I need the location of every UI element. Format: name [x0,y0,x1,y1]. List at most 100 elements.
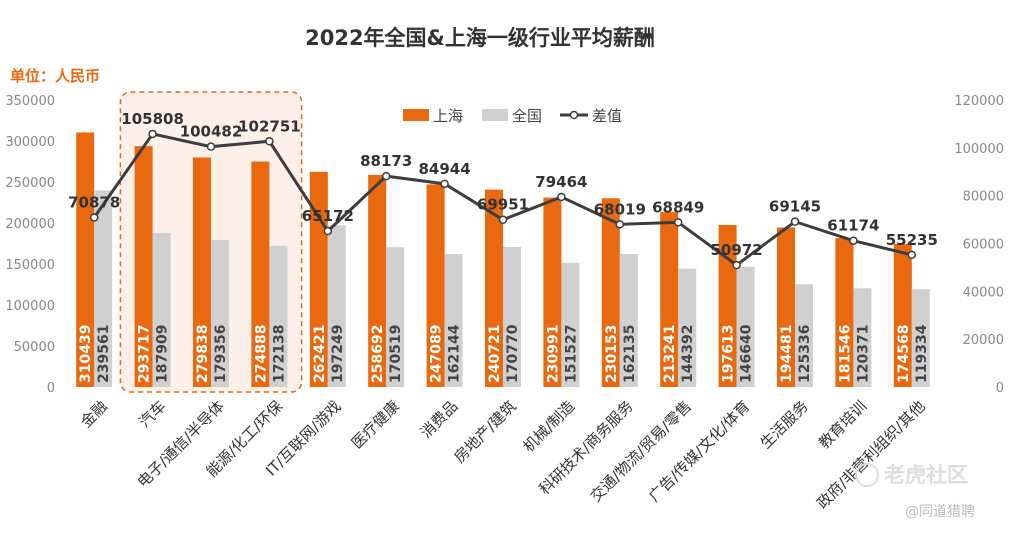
diff-label: 105808 [121,110,184,128]
legend-label-diff: 差值 [592,107,622,125]
bar-label-national: 144392 [680,325,696,383]
bar-shanghai [193,157,211,387]
diff-label: 100482 [180,123,243,141]
bar-national [619,254,638,387]
bar-label-national: 146640 [739,324,755,383]
x-tick-label: 消费品 [417,397,462,442]
bar-label-shanghai: 293717 [137,325,153,383]
bar-label-national: 120371 [855,325,871,383]
bar-label-shanghai: 247089 [429,325,445,383]
bar-label-shanghai: 181546 [837,325,853,383]
y-tick-right: 40000 [963,285,1004,300]
bar-shanghai [251,161,270,387]
diff-point [849,236,858,245]
watermark-handle: @同道猎聘 [905,504,975,520]
bar-national [94,190,113,387]
bar-national [795,284,813,387]
diff-label: 50972 [711,241,763,259]
diff-label: 79464 [535,173,587,191]
bar-national [269,245,288,387]
x-tick-label: 教育培训 [815,397,870,452]
diff-label: 84944 [419,160,471,178]
bar-label-shanghai: 262421 [312,325,328,383]
x-tick-label: 医疗健康 [348,397,403,452]
y-tick-left: 50000 [14,340,55,355]
x-tick-label: 生活服务 [757,397,812,452]
bar-label-national: 170519 [388,325,404,383]
x-tick-label: 汽车 [135,397,169,431]
bar-national [503,246,521,387]
y-tick-right: 80000 [963,190,1004,205]
bar-national [444,254,463,387]
x-tick-label: 交通/物流/贸易/零售 [587,397,695,505]
bar-label-shanghai: 279838 [195,325,211,383]
bar-label-national: 119334 [914,324,930,383]
bar-label-shanghai: 194481 [779,325,795,383]
bar-national [327,225,346,387]
x-tick-label: 广告/传媒/文化/体育 [645,397,753,505]
unit-label: 单位：人民币 [10,67,100,85]
diff-point [732,260,741,270]
diff-label: 69145 [769,198,821,216]
y-tick-right: 0 [996,381,1004,396]
y-tick-left: 100000 [5,299,55,314]
bar-national [736,266,755,387]
legend: 上海 全国 差值 [403,107,622,125]
diff-label: 68849 [652,198,704,216]
bar-label-national: 170770 [505,324,521,383]
bar-shanghai [835,238,854,387]
bar-label-shanghai: 258692 [370,325,386,383]
diff-point [498,215,508,224]
bar-national [911,289,930,387]
bar-shanghai [543,197,562,387]
y-tick-right: 20000 [963,333,1004,348]
x-tick-label: 房地产/建筑 [450,397,519,466]
diff-label: 102751 [238,117,301,135]
bar-shanghai [718,224,737,387]
bar-value-labels: 310439 239561 293717 187909 279838 179356 2748… [78,324,930,383]
bar-label-national: 179356 [213,325,229,383]
y-tick-right: 100000 [954,142,1004,157]
watermark-text: 老虎社区 [884,463,968,487]
y-tick-right: 120000 [954,94,1004,109]
bar-label-national: 125336 [797,325,813,383]
bar-label-shanghai: 240721 [487,325,503,383]
diff-point [673,218,683,227]
bar-shanghai [893,243,912,387]
legend-swatch-national [482,109,508,121]
diff-point [381,171,391,181]
legend-marker-diff [569,110,579,120]
diff-label: 55235 [886,231,938,249]
bars [76,132,930,387]
bar-label-shanghai: 274888 [253,325,269,383]
diff-point [89,213,99,222]
bar-label-shanghai: 197613 [721,325,737,383]
diff-point [440,179,449,189]
bar-label-national: 172138 [271,325,287,383]
bar-shanghai [601,198,620,387]
x-tick-label: 金融 [77,397,111,431]
y-tick-left: 0 [47,381,55,396]
x-tick-label: 政府/非营利组织/其他 [813,397,928,512]
y-tick-left: 350000 [5,94,55,109]
bar-label-national: 151527 [563,325,579,383]
bar-national [152,232,171,387]
legend-swatch-shanghai [403,109,429,121]
bar-shanghai [426,184,445,387]
y-tick-left: 200000 [5,217,55,232]
diff-point [557,192,566,202]
bar-national [561,262,580,387]
diff-point [265,137,274,146]
diff-point [323,226,333,236]
diff-point [148,129,157,139]
diff-label: 65172 [302,207,354,225]
y-tick-left: 150000 [5,258,55,273]
diff-label: 61174 [827,217,879,235]
diff-point [907,250,917,260]
legend-label-shanghai: 上海 [433,107,463,125]
bar-national [386,247,405,387]
bar-shanghai [76,132,95,387]
y-axis-right: 0 20000 40000 60000 80000 100000 120000 [954,94,1004,396]
